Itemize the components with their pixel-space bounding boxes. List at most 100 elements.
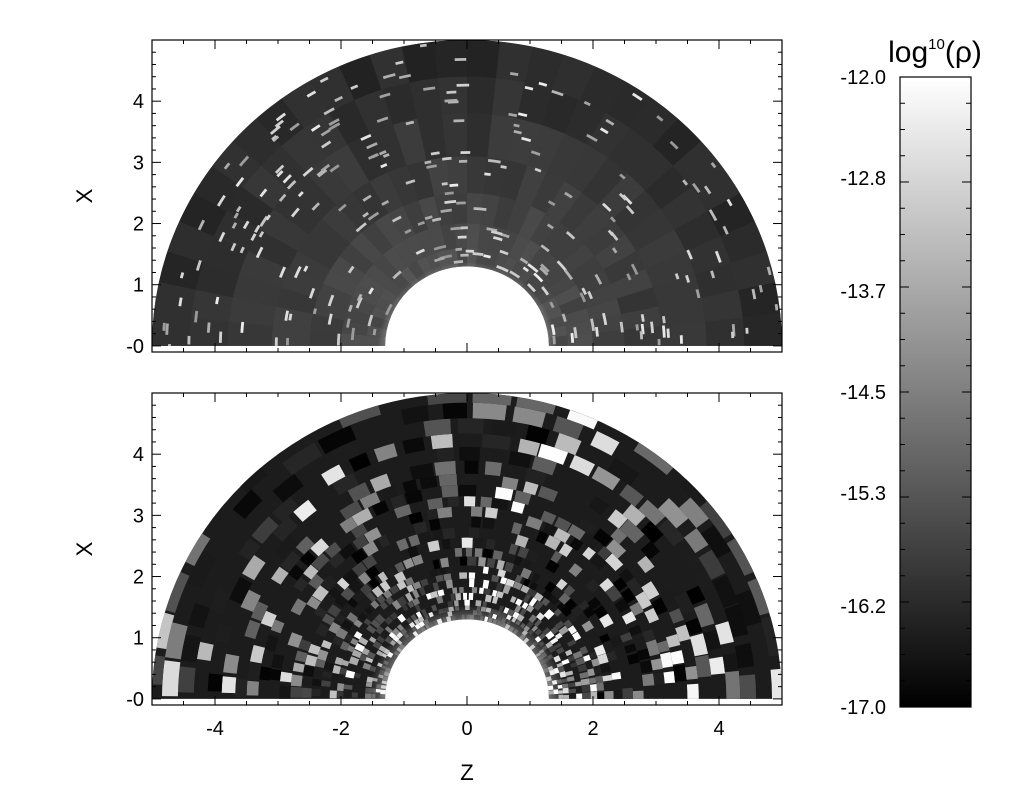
density-cell — [364, 606, 374, 615]
density-cell — [396, 538, 409, 552]
density-cell — [316, 649, 329, 662]
y-tick-label: 1 — [133, 275, 144, 297]
density-cell — [368, 577, 380, 589]
bright-streak — [381, 200, 390, 206]
density-cell — [498, 229, 519, 257]
density-cell — [579, 66, 625, 113]
density-cell — [554, 516, 572, 533]
density-cell — [577, 663, 588, 673]
density-cell — [315, 623, 330, 638]
bright-streak — [473, 207, 487, 211]
density-cell — [726, 538, 754, 576]
density-cell — [322, 671, 333, 679]
density-cell — [568, 255, 604, 285]
bright-streak — [487, 159, 501, 164]
bright-streak — [538, 81, 548, 87]
bright-streak — [519, 257, 529, 265]
density-cell — [537, 443, 569, 465]
bright-streak — [293, 265, 302, 279]
density-cell — [365, 565, 380, 580]
density-cell — [385, 596, 395, 606]
bright-streak — [599, 127, 609, 135]
density-cell — [469, 578, 475, 588]
density-cell — [730, 251, 776, 290]
density-cell — [377, 534, 391, 549]
density-cell — [339, 667, 348, 675]
density-cell — [569, 455, 596, 477]
density-cell — [644, 165, 692, 210]
density-cell — [370, 619, 381, 629]
bright-streak — [274, 119, 284, 128]
bright-streak — [446, 90, 457, 94]
bright-streak — [356, 293, 363, 302]
density-cell — [484, 461, 502, 477]
density-cell — [567, 523, 586, 541]
density-cell — [373, 443, 398, 463]
bright-streak — [194, 310, 199, 323]
density-cell — [308, 573, 325, 590]
density-cell — [338, 54, 382, 100]
density-cell — [445, 579, 454, 589]
density-cell — [434, 40, 467, 79]
density-cell — [441, 485, 459, 498]
density-cell — [593, 605, 608, 619]
density-cell — [321, 204, 362, 244]
bright-streak — [368, 287, 374, 295]
density-cell — [543, 608, 555, 620]
density-cell — [657, 518, 685, 547]
bright-streak — [240, 321, 245, 333]
density-cell — [342, 569, 359, 585]
density-cell — [734, 643, 755, 669]
bright-streak — [162, 322, 166, 331]
density-cell — [412, 581, 422, 590]
density-cell — [659, 652, 674, 668]
density-cell — [334, 595, 348, 608]
density-cell — [500, 576, 508, 585]
density-cell — [593, 644, 606, 657]
density-cell — [440, 557, 450, 568]
density-cell — [625, 209, 675, 252]
bright-streak — [590, 318, 596, 332]
density-cell — [581, 684, 591, 693]
density-cell — [239, 251, 289, 288]
density-cell — [484, 507, 499, 519]
density-cell — [272, 473, 304, 503]
density-cell — [497, 569, 507, 578]
bright-streak — [239, 246, 245, 254]
density-cell — [624, 643, 637, 654]
top-density-map — [152, 40, 782, 352]
bright-streak — [534, 167, 542, 173]
bright-streak — [587, 290, 593, 300]
density-cell — [564, 99, 606, 145]
density-cell — [274, 534, 300, 560]
density-cell — [599, 663, 611, 673]
bright-streak — [279, 266, 287, 278]
density-cell — [366, 624, 377, 634]
density-cell — [568, 563, 583, 578]
density-cell — [530, 213, 560, 247]
density-cell — [650, 658, 663, 671]
density-cell — [700, 524, 732, 559]
density-cell — [614, 598, 630, 614]
bright-streak — [453, 119, 465, 123]
density-cell — [689, 633, 708, 657]
density-cell — [502, 584, 511, 595]
density-cell — [430, 433, 453, 450]
density-cell — [297, 234, 340, 270]
density-cell — [605, 80, 653, 129]
density-cell — [348, 656, 360, 666]
bright-streak — [564, 191, 573, 199]
density-cell — [603, 251, 646, 284]
density-cell — [303, 564, 319, 580]
density-cell — [485, 538, 496, 551]
density-cell — [602, 674, 613, 682]
bright-streak — [360, 133, 372, 141]
density-cell — [346, 644, 355, 653]
density-cell — [586, 112, 630, 158]
bright-streak — [602, 312, 608, 326]
density-cell — [382, 246, 408, 274]
density-cell — [622, 687, 634, 699]
bright-streak — [431, 217, 442, 223]
bright-streak — [362, 211, 369, 218]
density-cell — [553, 608, 563, 617]
